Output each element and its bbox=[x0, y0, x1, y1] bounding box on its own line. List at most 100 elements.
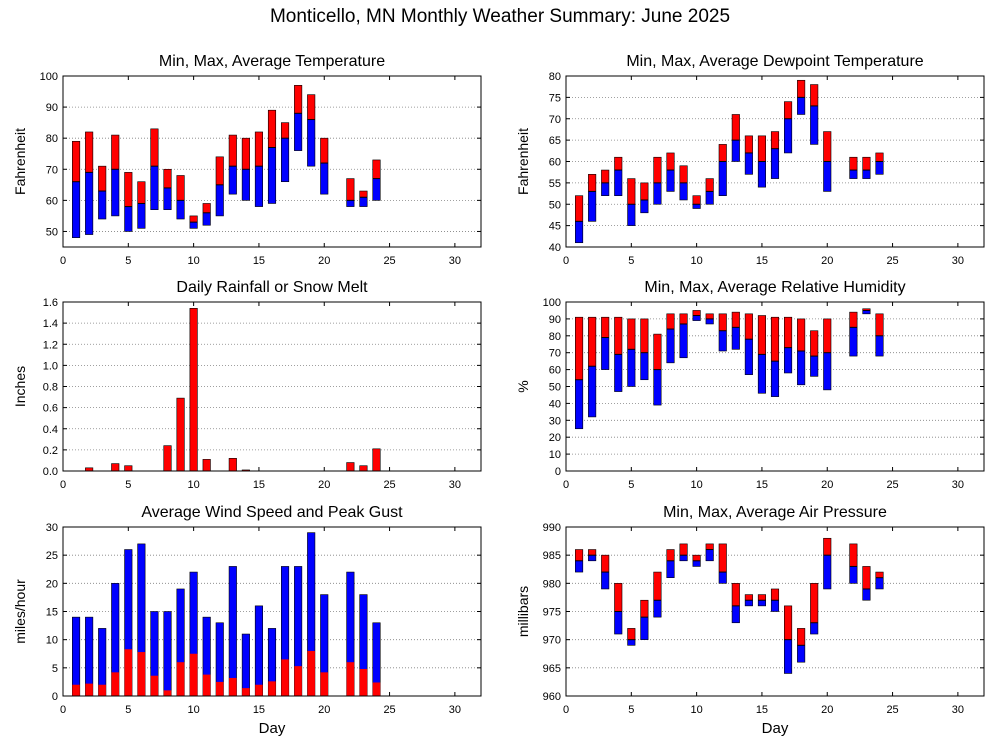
bar-avg-to-max bbox=[719, 313, 727, 331]
x-tick-label: 20 bbox=[318, 479, 330, 491]
y-tick-label: 50 bbox=[46, 226, 58, 238]
bar-min-to-avg bbox=[98, 191, 106, 220]
bar-avg-to-max bbox=[666, 152, 675, 171]
bar-avg-to-max bbox=[627, 318, 636, 350]
bar-outline bbox=[359, 190, 368, 207]
y-tick-label: 0.4 bbox=[43, 424, 58, 436]
bar-outline bbox=[575, 549, 584, 573]
rain-bar bbox=[163, 445, 172, 472]
y-axis-label: millibars bbox=[515, 586, 531, 637]
bar-min-to-avg bbox=[771, 148, 779, 179]
bar-min-to-avg bbox=[575, 221, 583, 243]
bar-avg-to-max bbox=[189, 215, 198, 223]
bar-min-to-avg bbox=[771, 361, 779, 397]
y-tick-label: 15 bbox=[46, 607, 58, 619]
bar-outline bbox=[601, 554, 610, 590]
x-tick-label: 10 bbox=[691, 704, 703, 716]
x-tick-label: 20 bbox=[318, 255, 330, 267]
bar-outline bbox=[215, 156, 224, 217]
chart-title: Min, Max, Average Dewpoint Temperature bbox=[626, 53, 923, 70]
x-tick-label: 20 bbox=[318, 704, 330, 716]
bar-avg-to-max bbox=[849, 312, 858, 328]
bar-min-to-avg bbox=[137, 203, 146, 229]
y-tick-label: 0.0 bbox=[43, 466, 58, 478]
bar-outline bbox=[588, 174, 597, 222]
bar-min-to-avg bbox=[614, 611, 622, 635]
bar-outline bbox=[849, 543, 858, 584]
plot-frame bbox=[62, 526, 482, 697]
bar-min-to-avg bbox=[745, 339, 753, 375]
bar-min-to-avg bbox=[653, 369, 662, 406]
bar-outline bbox=[849, 156, 858, 179]
avg-wind-bar bbox=[72, 684, 80, 696]
bar-min-to-avg bbox=[614, 170, 622, 196]
bar-min-to-avg bbox=[666, 170, 675, 192]
bar-min-to-avg bbox=[229, 166, 237, 195]
bar-outline bbox=[588, 549, 597, 562]
y-tick-label: 0.2 bbox=[43, 445, 58, 457]
bar-outline bbox=[770, 588, 780, 612]
bar-outline bbox=[627, 318, 636, 387]
bar-avg-to-max bbox=[784, 317, 792, 348]
bar-outline bbox=[679, 313, 688, 359]
bar-avg-to-max bbox=[758, 135, 766, 162]
bar-min-to-avg bbox=[823, 555, 831, 589]
x-tick-label: 0 bbox=[563, 479, 569, 491]
bar-outline bbox=[601, 316, 610, 370]
bar-min-to-avg bbox=[719, 161, 727, 196]
y-tick-label: 1.6 bbox=[43, 297, 58, 309]
y-tick-label: 40 bbox=[549, 398, 561, 410]
bar-avg-to-max bbox=[653, 572, 662, 601]
y-tick-label: 40 bbox=[549, 242, 561, 254]
x-axis-label: Day bbox=[762, 720, 789, 737]
rain-bar bbox=[111, 463, 120, 472]
x-tick-label: 0 bbox=[60, 255, 66, 267]
avg-wind-bar bbox=[229, 677, 237, 696]
avg-wind-bar bbox=[242, 688, 250, 696]
bar-outline bbox=[731, 583, 740, 624]
bar-avg-to-max bbox=[875, 572, 884, 578]
bar-outline bbox=[862, 566, 871, 601]
bar-avg-to-max bbox=[601, 317, 609, 338]
bar-outline bbox=[653, 333, 662, 406]
bar-min-to-avg bbox=[72, 181, 80, 238]
x-tick-label: 25 bbox=[383, 255, 395, 267]
y-tick-label: 0.8 bbox=[43, 382, 58, 394]
gust-bar bbox=[228, 566, 237, 697]
bar-min-to-avg bbox=[653, 600, 662, 618]
bar-min-to-avg bbox=[849, 566, 858, 584]
bar-min-to-avg bbox=[719, 572, 727, 584]
avg-wind-bar bbox=[346, 662, 355, 696]
bar-avg-to-max bbox=[875, 313, 884, 336]
bar-outline bbox=[692, 310, 701, 321]
bar-outline bbox=[124, 172, 133, 232]
bar-avg-to-max bbox=[666, 549, 675, 561]
y-tick-label: 100 bbox=[543, 297, 561, 309]
bar-avg-to-max bbox=[640, 318, 649, 353]
x-tick-label: 25 bbox=[383, 479, 395, 491]
chart-title: Daily Rainfall or Snow Melt bbox=[176, 279, 368, 296]
avg-wind-bar bbox=[359, 668, 368, 696]
bar-outline bbox=[575, 195, 584, 244]
x-tick-label: 15 bbox=[756, 255, 768, 267]
bar-min-to-avg bbox=[85, 172, 93, 235]
rain-bar bbox=[372, 448, 381, 472]
y-tick-label: 65 bbox=[549, 135, 561, 147]
bar-outline bbox=[875, 313, 884, 357]
bar-min-to-avg bbox=[797, 351, 805, 385]
bar-outline bbox=[810, 84, 819, 145]
bar-outline bbox=[797, 628, 806, 663]
bar-min-to-avg bbox=[640, 199, 649, 213]
bar-avg-to-max bbox=[575, 549, 583, 561]
y-tick-label: 970 bbox=[543, 635, 561, 647]
bar-avg-to-max bbox=[823, 131, 831, 162]
x-tick-label: 0 bbox=[60, 704, 66, 716]
bar-avg-to-max bbox=[692, 555, 701, 561]
gust-bar bbox=[163, 611, 172, 697]
bar-outline bbox=[228, 134, 237, 195]
bar-avg-to-max bbox=[705, 178, 714, 192]
avg-wind-bar bbox=[320, 672, 328, 696]
bar-min-to-avg bbox=[849, 170, 858, 179]
x-tick-label: 0 bbox=[563, 704, 569, 716]
avg-wind-bar bbox=[255, 684, 263, 696]
